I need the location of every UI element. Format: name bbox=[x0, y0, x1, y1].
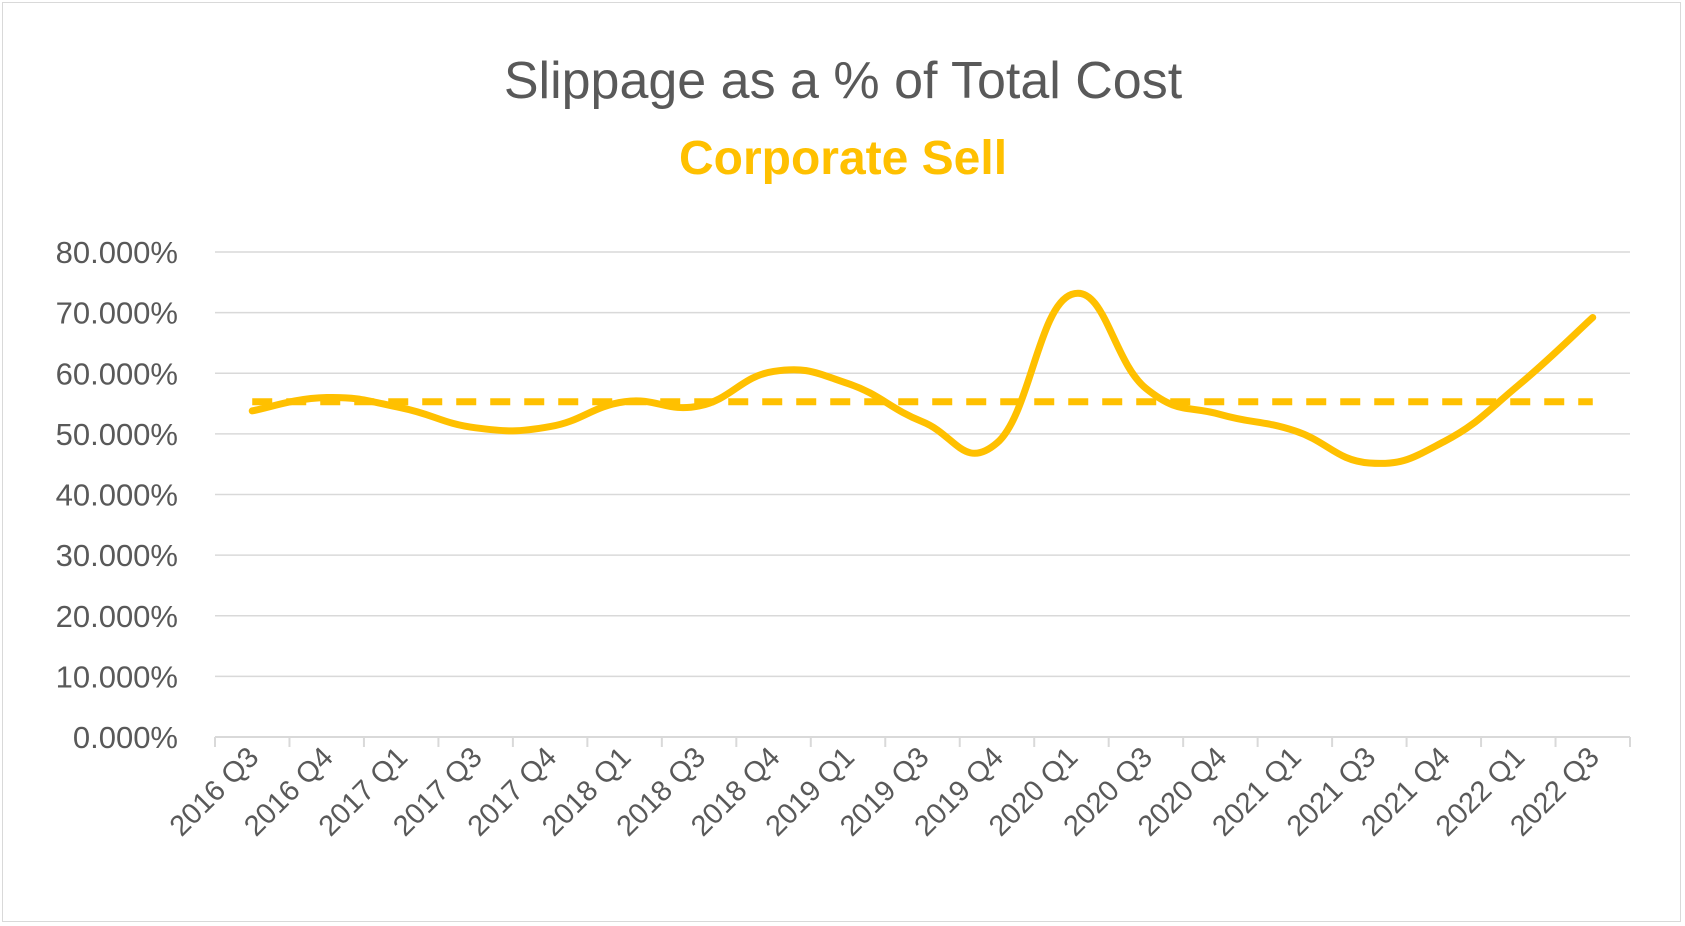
chart-subtitle: Corporate Sell bbox=[679, 132, 1007, 185]
slippage-line-chart: Slippage as a % of Total Cost Corporate … bbox=[56, 52, 1631, 843]
slippage-series-line bbox=[248, 289, 1597, 467]
y-tick-label: 80.000% bbox=[56, 235, 178, 270]
chart-title: Slippage as a % of Total Cost bbox=[504, 52, 1183, 110]
y-tick-label: 0.000% bbox=[73, 720, 178, 755]
y-axis-tick-labels: 0.000% 10.000% 20.000% 30.000% 40.000% 50.000… bbox=[56, 235, 178, 755]
y-tick-label: 40.000% bbox=[56, 478, 178, 513]
y-tick-label: 50.000% bbox=[56, 417, 178, 452]
y-tick-label: 30.000% bbox=[56, 538, 178, 573]
y-tick-label: 70.000% bbox=[56, 296, 178, 331]
series-lines bbox=[248, 289, 1597, 467]
y-tick-label: 60.000% bbox=[56, 356, 178, 391]
gridlines bbox=[214, 251, 1631, 747]
y-tick-label: 20.000% bbox=[56, 599, 178, 634]
y-tick-label: 10.000% bbox=[56, 659, 178, 694]
